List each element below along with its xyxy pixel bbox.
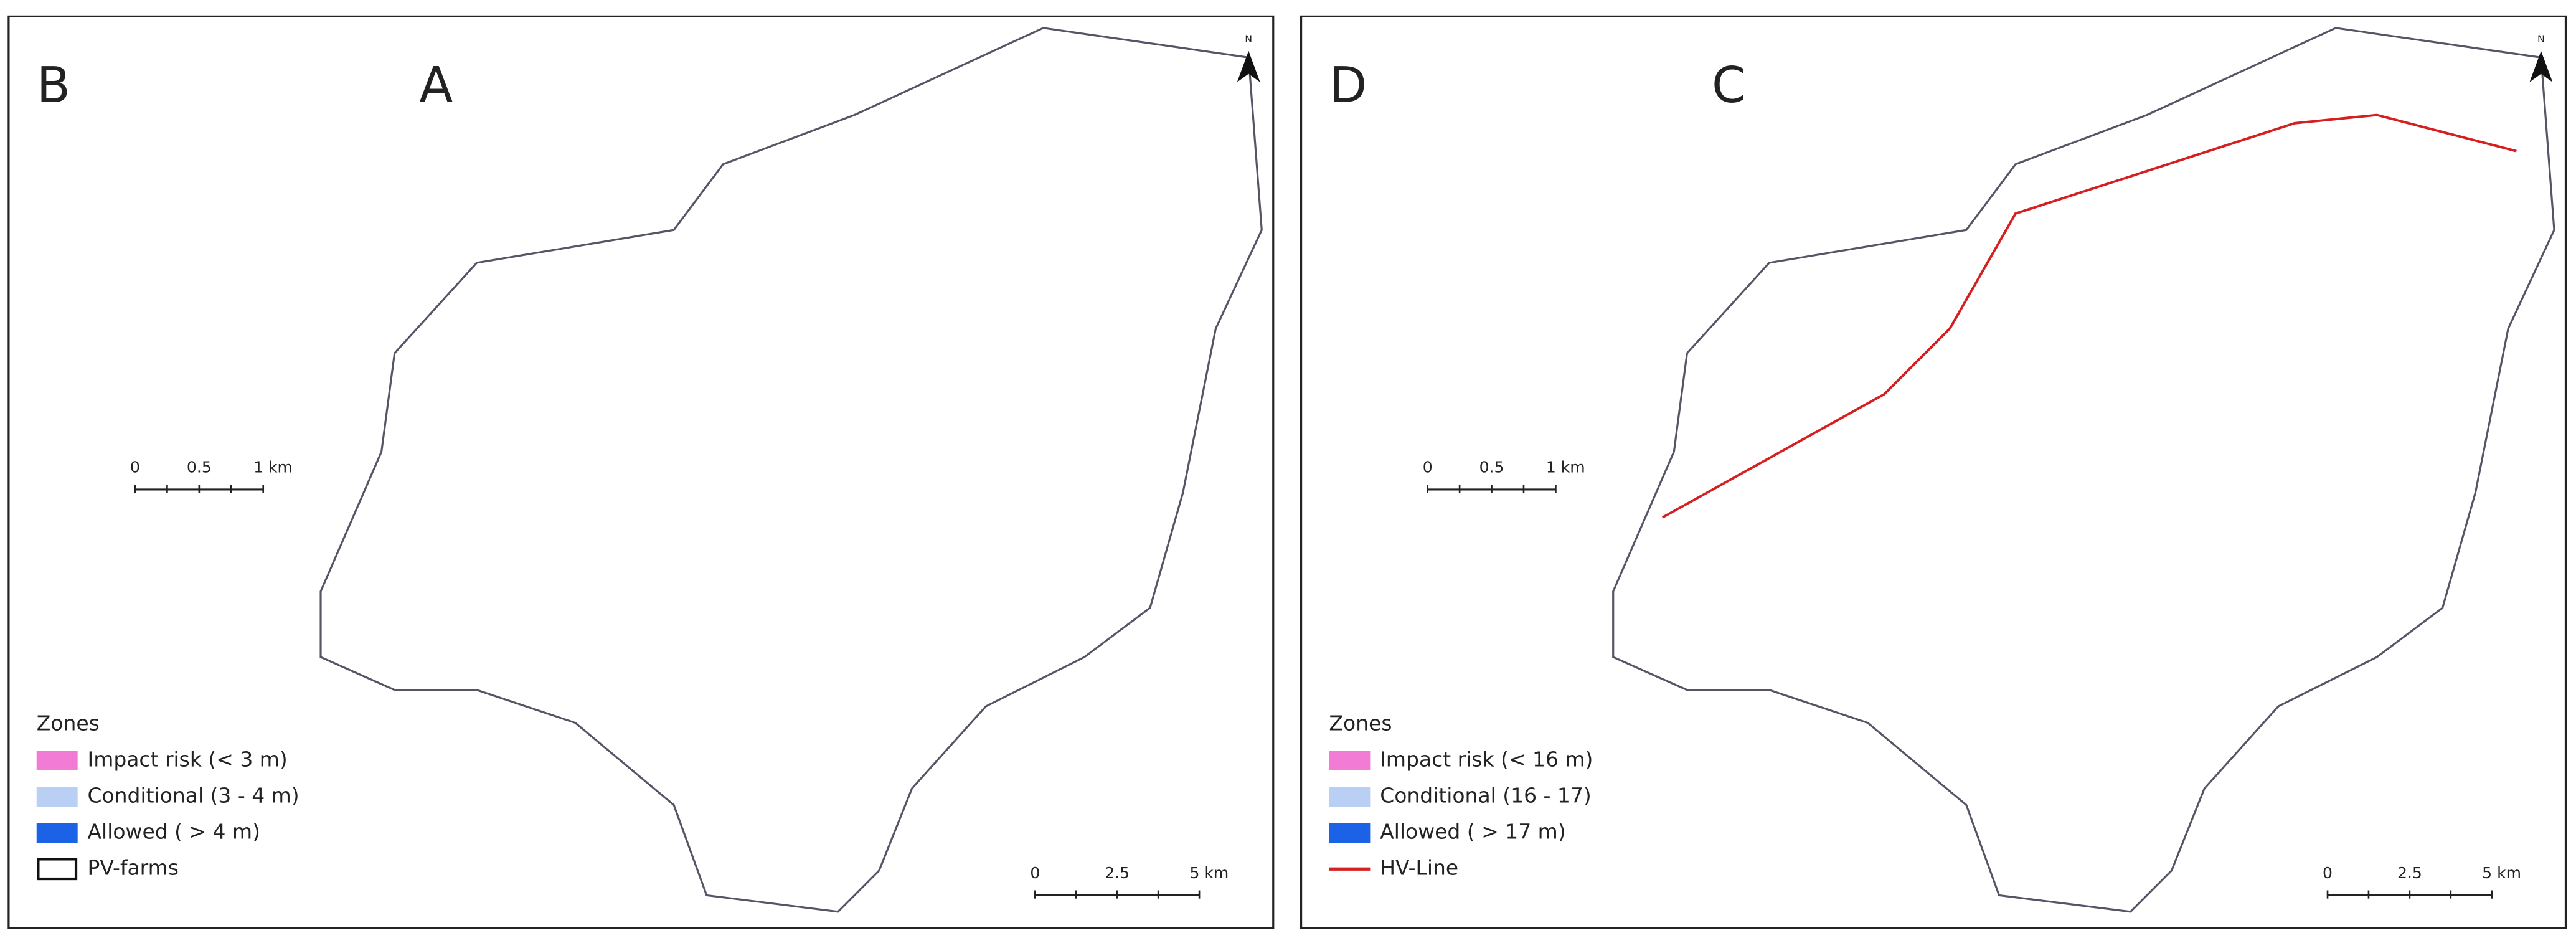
inset-frame bbox=[23, 31, 372, 449]
legend-swatch bbox=[1329, 823, 1371, 843]
legend-item: Allowed ( > 17 m) bbox=[1380, 820, 1565, 844]
panel-frame bbox=[1300, 15, 2567, 929]
panel-frame bbox=[7, 15, 1275, 929]
panel: D C N 0 0.5 1 km 0 2.5 5 km Zones Impact risk (< 1… bbox=[1300, 15, 2567, 929]
scale-label: 5 km bbox=[1189, 864, 1229, 882]
boundary bbox=[1612, 27, 2555, 913]
legend-item: Conditional (3 - 4 m) bbox=[88, 784, 300, 808]
panel-label: C bbox=[1712, 57, 1746, 114]
north-label: N bbox=[1245, 33, 1252, 45]
legend-swatch bbox=[36, 823, 78, 843]
inset-scale-label: 1 km bbox=[1546, 458, 1585, 476]
legend-swatch bbox=[36, 787, 78, 807]
legend-item: Impact risk (< 16 m) bbox=[1380, 747, 1593, 772]
legend-item: Conditional (16 - 17) bbox=[1380, 784, 1592, 808]
scale-label: 0 bbox=[2323, 864, 2333, 882]
scale-label: 2.5 bbox=[2397, 864, 2422, 882]
legend-swatch bbox=[37, 858, 78, 881]
inset-label: D bbox=[1329, 57, 1367, 114]
legend-item: Allowed ( > 4 m) bbox=[88, 820, 260, 844]
scale-label: 2.5 bbox=[1105, 864, 1130, 882]
panel: B A N 0 0.5 1 km 0 2.5 5 km Zones Impact risk (< 3… bbox=[7, 15, 1275, 929]
panel-label: A bbox=[419, 57, 453, 114]
legend-swatch bbox=[1329, 787, 1371, 807]
north-label: N bbox=[2537, 33, 2545, 45]
inset-frame bbox=[1316, 31, 1664, 449]
legend-item: Impact risk (< 3 m) bbox=[88, 747, 288, 772]
boundary bbox=[319, 27, 1263, 913]
hv-line bbox=[1661, 113, 2517, 519]
inset-label: B bbox=[37, 57, 70, 114]
scale-label: 0 bbox=[1030, 864, 1040, 882]
inset-scale-label: 0.5 bbox=[187, 458, 212, 476]
inset-scale-label: 0 bbox=[1423, 458, 1433, 476]
north-arrow bbox=[2529, 50, 2553, 82]
legend-item: PV-farms bbox=[88, 856, 179, 880]
inset-scale-label: 0 bbox=[130, 458, 140, 476]
inset-scale-label: 0.5 bbox=[1479, 458, 1504, 476]
inset-scale-label: 1 km bbox=[253, 458, 293, 476]
legend-title: Zones bbox=[1329, 711, 1392, 736]
north-arrow bbox=[1237, 50, 1260, 82]
scale-label: 5 km bbox=[2482, 864, 2521, 882]
legend-item: HV-Line bbox=[1380, 856, 1458, 880]
legend-swatch bbox=[36, 751, 78, 770]
legend-swatch bbox=[1329, 751, 1371, 770]
legend-title: Zones bbox=[37, 711, 100, 736]
